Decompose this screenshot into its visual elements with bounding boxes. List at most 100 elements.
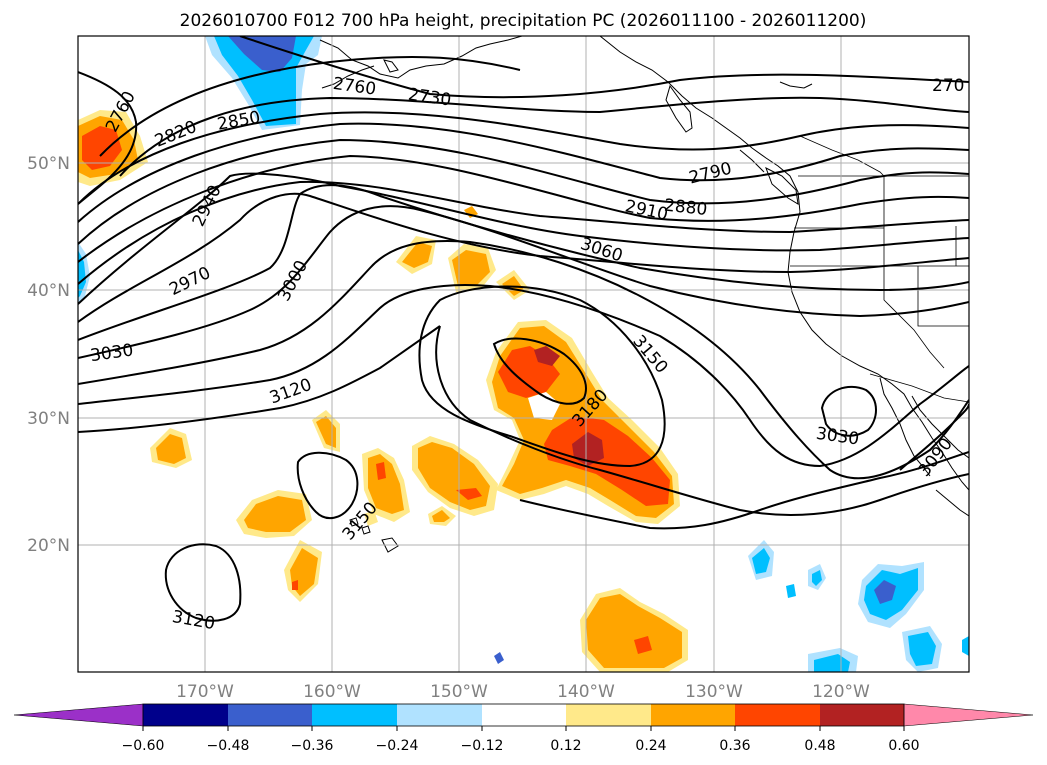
- precip-area-small-4-core: [402, 242, 432, 268]
- colorbar-extend-max: [903, 703, 1034, 727]
- lon-label-120w: 120°W: [812, 682, 870, 702]
- coastline-north-coast: [779, 81, 813, 89]
- coastline-alaska: [319, 36, 523, 79]
- lon-label-160w: 160°W: [303, 682, 361, 702]
- lon-label-150w: 150°W: [430, 682, 488, 702]
- height-contour-3030: [78, 205, 969, 359]
- height-contour-3180: [492, 337, 587, 405]
- coastline-gulf-california: [911, 395, 969, 459]
- lat-label-40n: 40°N: [27, 281, 70, 301]
- precip-area-central-main-max: [572, 432, 604, 466]
- colorbar: −0.60 −0.48 −0.36 −0.24 −0.12 0.12 0.24 …: [13, 703, 1034, 754]
- precip-area-small-7-core: [432, 510, 450, 522]
- lon-label-170w: 170°W: [176, 682, 234, 702]
- precip-area-east-2-core: [908, 632, 936, 666]
- coastline-us-west: [787, 211, 969, 491]
- coastline-alaska-peninsula: [321, 65, 375, 89]
- lon-label-140w: 140°W: [557, 682, 615, 702]
- colorbar-segment: [312, 704, 397, 726]
- precip-area-south-core: [586, 594, 682, 668]
- height-contour-2730: [239, 36, 969, 99]
- border-ca-nv: [883, 266, 945, 369]
- colorbar-tick-label: −0.12: [461, 738, 504, 754]
- coastline-vancouver-island: [765, 166, 799, 205]
- colorbar-segment: [482, 704, 566, 726]
- colorbar-frame: [142, 703, 905, 727]
- colorbar-segment: [566, 704, 651, 726]
- colorbar-tick-labels: −0.60 −0.48 −0.36 −0.24 −0.12 0.12 0.24 …: [122, 738, 920, 754]
- precip-area-east-6: [962, 636, 969, 656]
- lat-label-50n: 50°N: [27, 154, 70, 174]
- height-contour-3030-east: [820, 385, 877, 437]
- border-bc-ab: [799, 135, 885, 177]
- precip-area-central-hole: [528, 392, 560, 420]
- precip-positive-areas: [78, 110, 688, 672]
- colorbar-tick-label: 0.24: [635, 738, 666, 754]
- colorbar-tick-label: −0.60: [122, 738, 165, 754]
- precip-area-south-strong: [634, 636, 652, 654]
- coastline-baja: [879, 377, 931, 477]
- precip-area-central-main-strong-2: [544, 416, 670, 506]
- latitude-labels: 50°N 40°N 30°N 20°N: [27, 154, 70, 556]
- precip-area-hawaii-north-strong: [456, 488, 482, 500]
- colorbar-tick-label: −0.48: [207, 738, 250, 754]
- contour-label: 2880: [663, 196, 708, 220]
- precip-area-hawaii-mid-strong: [376, 462, 386, 480]
- height-contour-2760-nw: [78, 71, 138, 205]
- colorbar-tick-label: −0.36: [291, 738, 334, 754]
- precip-area-small-5-core: [452, 250, 490, 286]
- height-contour-2790: [78, 111, 969, 205]
- coastline-hawaii-1: [381, 537, 399, 553]
- longitude-labels: 170°W 160°W 150°W 140°W 130°W 120°W: [176, 682, 870, 702]
- colorbar-tick-label: 0.60: [888, 738, 919, 754]
- coastline-hawaii-2: [361, 525, 371, 535]
- height-contour-3120: [78, 325, 441, 433]
- lat-label-20n: 20°N: [27, 536, 70, 556]
- height-contours: [78, 36, 969, 622]
- coastline-bc-islands: [665, 84, 693, 133]
- height-contour-3090-east: [899, 403, 969, 471]
- height-contour-3090: [78, 283, 969, 468]
- height-contour-3120-south: [164, 543, 242, 622]
- colorbar-segment: [397, 704, 482, 726]
- height-contour-a: [119, 96, 969, 177]
- precip-area-small-1-core: [156, 434, 186, 464]
- coastline-hawaii-3: [349, 517, 359, 527]
- height-contour-2820: [78, 122, 969, 223]
- precip-area-east-1-strong: [874, 580, 896, 604]
- precip-area-central-main-max-2: [534, 346, 560, 366]
- colorbar-segment: [651, 704, 735, 726]
- colorbar-segment: [735, 704, 820, 726]
- precip-area-small-9: [364, 510, 378, 526]
- height-contour-3120-long: [435, 325, 969, 516]
- colorbar-ticks: [142, 726, 905, 731]
- lon-label-130w: 130°W: [685, 682, 743, 702]
- colorbar-segment: [820, 704, 904, 726]
- height-contour-3060: [78, 240, 969, 480]
- precip-negative-areas: [78, 36, 969, 672]
- precip-area-gulf-alaska-strong: [228, 36, 296, 72]
- precip-area-hawaii-west-core: [244, 496, 306, 532]
- precip-area-small-2-core: [316, 416, 336, 448]
- colorbar-extend-min: [13, 703, 144, 727]
- coastline-vancouver-coast: [739, 149, 765, 173]
- precip-area-west-edge-core: [78, 250, 86, 298]
- precip-area-small-3-strong: [292, 580, 298, 590]
- precip-area-nw-strong: [82, 126, 122, 170]
- height-contour-2850: [78, 138, 969, 245]
- colorbar-segment: [143, 704, 228, 726]
- chart-title: 2026010700 F012 700 hPa height, precipit…: [180, 11, 867, 31]
- precip-area-east-8: [494, 652, 504, 664]
- coastline-mexico: [935, 489, 969, 517]
- map-frame: [77, 35, 970, 673]
- precip-area-east-4-core: [812, 570, 822, 586]
- height-contour-2940: [78, 172, 969, 305]
- height-contour-3150: [418, 285, 666, 468]
- height-contour-2880: [78, 154, 969, 263]
- colorbar-tick-label: −0.24: [376, 738, 419, 754]
- coastline-kodiak: [383, 59, 399, 73]
- height-contour-3000-lower: [519, 451, 969, 530]
- colorbar-tick-label: 0.36: [719, 738, 750, 754]
- lat-label-30n: 30°N: [27, 409, 70, 429]
